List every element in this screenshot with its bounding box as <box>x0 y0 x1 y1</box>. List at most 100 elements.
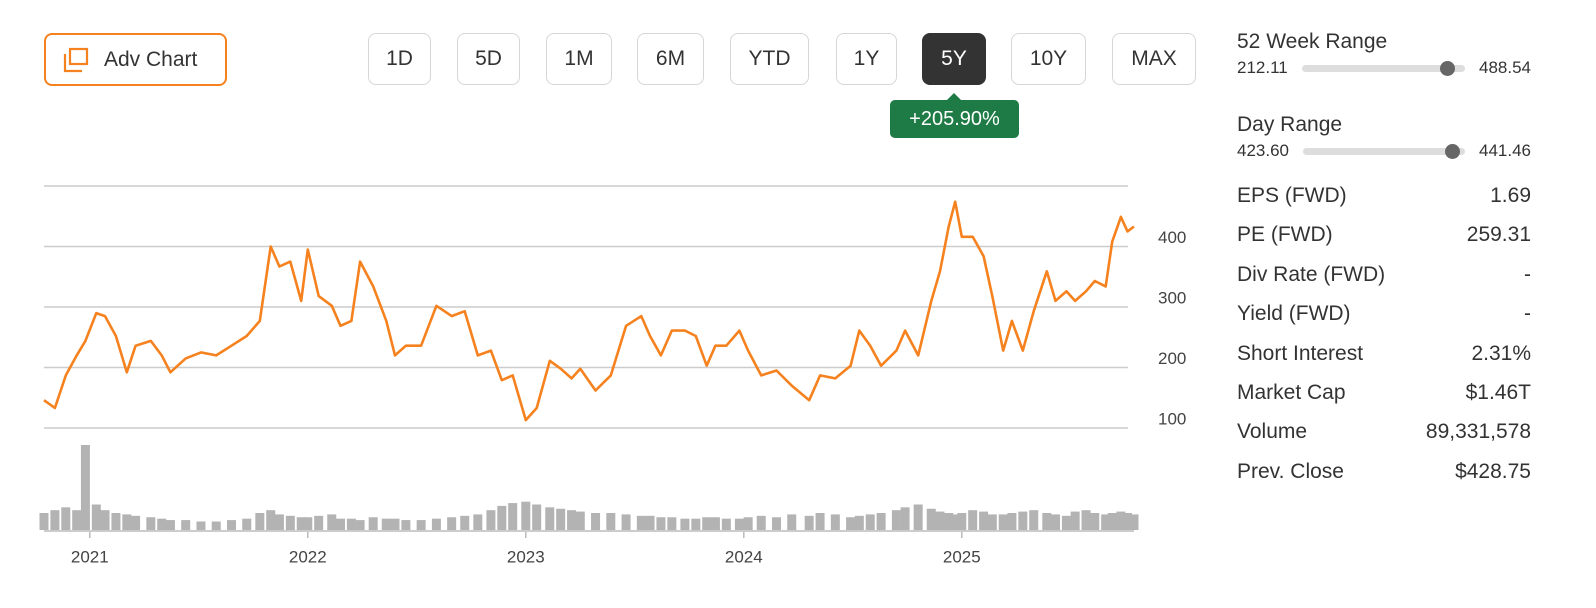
stat-label: Div Rate (FWD) <box>1237 262 1386 286</box>
stat-value: 1.69 <box>1490 184 1531 207</box>
volume-bar <box>1081 510 1091 530</box>
x-tick-label: 2021 <box>71 547 109 566</box>
volume-bar <box>381 518 391 530</box>
volume-bar <box>296 517 306 530</box>
range-change: +205.90% <box>890 93 1019 138</box>
volume-bar <box>431 518 441 530</box>
stat-row: Div Rate (FWD) - <box>1237 263 1531 302</box>
range-button[interactable]: 5D <box>457 33 520 85</box>
volume-bar <box>743 517 753 530</box>
volume-bar <box>846 517 856 530</box>
volume-bar <box>804 515 814 530</box>
volume-bar <box>900 507 910 530</box>
stats: EPS (FWD) 1.69 PE (FWD) 259.31 Div Rate (FWD… <box>1237 184 1531 499</box>
range-button[interactable]: 10Y <box>1011 33 1086 85</box>
volume-bar <box>196 521 206 530</box>
volume-bar <box>165 520 175 530</box>
volume-bar <box>39 513 49 530</box>
volume-bar <box>226 520 236 530</box>
volume-bar <box>926 508 936 530</box>
volume-bar <box>815 513 825 530</box>
volume-bar <box>1090 513 1100 530</box>
volume-bar <box>787 514 797 530</box>
volume-bar <box>979 511 989 530</box>
volume-bar <box>416 520 426 530</box>
volume-bar <box>987 514 997 530</box>
volume-bar <box>335 518 345 530</box>
volume-bar <box>876 513 886 530</box>
range-button[interactable]: 1Y <box>836 33 897 85</box>
range-button[interactable]: 1M <box>546 33 612 85</box>
volume-bar <box>1051 514 1061 530</box>
stat-value: 2.31% <box>1471 341 1531 365</box>
volume-bar <box>327 514 337 530</box>
volume-bar <box>368 517 378 530</box>
volume-bar <box>100 510 110 530</box>
volume-bar <box>355 520 365 530</box>
stat-label: PE (FWD) <box>1237 223 1333 247</box>
x-tick-label: 2024 <box>725 547 763 566</box>
volume-bar <box>1018 511 1028 530</box>
volume-bar <box>968 510 978 530</box>
volume-bar <box>157 518 167 530</box>
volume-bar <box>944 513 954 530</box>
volume-bar <box>891 510 901 530</box>
range-button[interactable]: 5Y <box>922 33 986 85</box>
volume-bar <box>645 515 655 530</box>
range-block: Day Range 423.60 441.46 <box>1237 113 1531 196</box>
range-low: 212.11 <box>1237 58 1288 77</box>
range-bar: 212.11 488.54 <box>1237 58 1531 78</box>
x-tick-label: 2022 <box>289 547 327 566</box>
sidebar: 52 Week Range 212.11 488.54 Day Range 423.60… <box>1237 30 1531 499</box>
volume-bar <box>556 508 566 530</box>
price-line <box>43 200 1135 422</box>
volume-bar <box>255 513 265 530</box>
volume-bar <box>447 517 457 530</box>
stat-label: Short Interest <box>1237 341 1364 365</box>
volume-bar <box>830 514 840 530</box>
range-button[interactable]: YTD <box>730 33 809 85</box>
volume-bar <box>274 514 284 530</box>
volume-bar <box>691 518 701 530</box>
range-button[interactable]: 6M <box>637 33 704 85</box>
volume-bar <box>756 515 766 530</box>
volume-bar <box>680 518 690 530</box>
volume-bar <box>146 517 156 530</box>
volume-bar <box>401 520 411 530</box>
volume-bar <box>61 507 71 530</box>
volume-bar <box>935 511 945 530</box>
volume-bar <box>710 517 720 530</box>
volume-bar <box>771 517 781 530</box>
volume-bar <box>854 515 864 530</box>
volume-bar <box>532 504 542 530</box>
volume-bar <box>72 510 82 530</box>
volume-bar <box>575 511 585 530</box>
range-button[interactable]: MAX <box>1112 33 1196 85</box>
volume-bar <box>734 518 744 530</box>
range-knob <box>1445 143 1461 159</box>
volume-bar <box>998 514 1008 530</box>
stat-row: Short Interest 2.31% <box>1237 342 1531 381</box>
volume-bar <box>621 514 631 530</box>
chart: 100 200 300 400 2021 2022 2023 2024 2025 <box>39 185 1186 566</box>
adv-chart-button[interactable]: Adv Chart <box>44 33 227 86</box>
stat-label: Market Cap <box>1237 380 1346 404</box>
volume-bar <box>606 513 616 530</box>
stat-row: EPS (FWD) 1.69 <box>1237 184 1531 223</box>
volume-bar <box>950 514 960 530</box>
volume-bar <box>346 518 356 530</box>
volume-bar <box>1061 515 1071 530</box>
volume-bar <box>181 520 191 530</box>
volume-bar <box>1029 510 1039 530</box>
volume-bar <box>285 515 295 530</box>
volume-bar <box>242 518 252 530</box>
volume-bar <box>636 515 646 530</box>
stat-value: - <box>1524 262 1531 286</box>
volume-bar <box>390 518 400 530</box>
adv-chart-icon <box>63 47 89 72</box>
volume-bar <box>656 517 666 530</box>
range-button[interactable]: 1D <box>368 33 431 85</box>
stat-value: $1.46T <box>1465 380 1531 404</box>
range-bar: 423.60 441.46 <box>1237 141 1531 161</box>
